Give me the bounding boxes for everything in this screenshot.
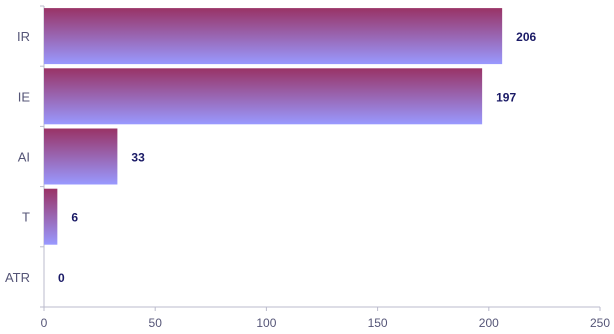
value-label: 33: [131, 151, 145, 165]
value-label: 197: [496, 90, 516, 104]
x-tick-label: 200: [479, 316, 499, 330]
value-label: 206: [516, 30, 536, 44]
labels: IR 206 IE 197 AI 33 T 6 ATR 0: [5, 29, 537, 285]
x-tick-label: 50: [149, 316, 163, 330]
category-label: ATR: [5, 270, 30, 285]
bar-t: [44, 188, 58, 245]
bar-ai: [44, 128, 118, 185]
x-tick-label: 100: [256, 316, 276, 330]
category-label: IR: [17, 29, 30, 44]
value-label: 0: [58, 271, 65, 285]
category-label: T: [22, 210, 30, 225]
x-tick-label: 0: [41, 316, 48, 330]
category-label: IE: [18, 89, 31, 104]
x-tick-label: 150: [368, 316, 388, 330]
category-label: AI: [18, 150, 30, 165]
axes: 0 50 100 150 200 250: [40, 5, 610, 330]
bar-ir: [44, 8, 503, 65]
bars: [44, 8, 503, 245]
x-tick-label: 250: [590, 316, 610, 330]
value-label: 6: [71, 211, 78, 225]
bar-ie: [44, 68, 483, 125]
